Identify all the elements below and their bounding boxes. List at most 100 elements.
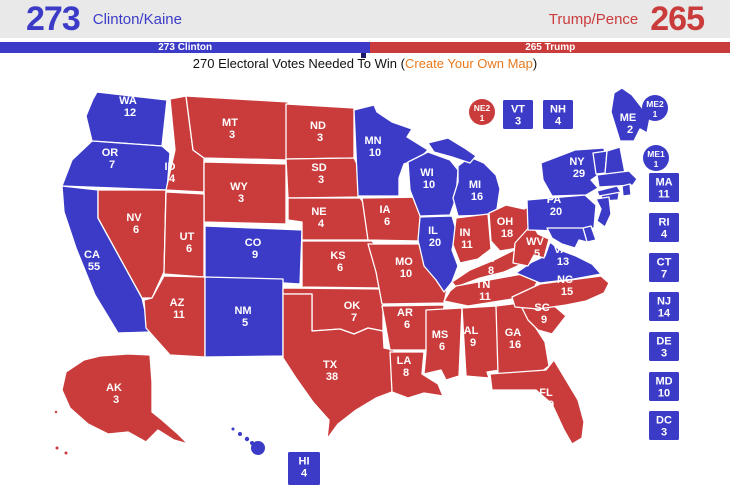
clinton-bar-label: 273 Clinton bbox=[158, 42, 213, 53]
state-box-HI[interactable] bbox=[288, 452, 320, 485]
state-shape-ME[interactable] bbox=[610, 87, 651, 142]
AR-label: AR bbox=[397, 307, 413, 319]
NE-ev-label: 4 bbox=[318, 218, 325, 230]
DC-label: DC bbox=[656, 415, 672, 427]
OH-label: OH bbox=[497, 216, 514, 228]
NM-label: NM bbox=[234, 305, 251, 317]
AL-ev-label: 9 bbox=[470, 337, 476, 349]
state-shape-LA[interactable] bbox=[389, 351, 444, 399]
state-box-DC[interactable] bbox=[649, 411, 679, 440]
hi-island-dot bbox=[231, 427, 235, 431]
ID-ev-label: 4 bbox=[169, 173, 176, 185]
IN-label: IN bbox=[460, 227, 471, 239]
WY-label: WY bbox=[230, 181, 248, 193]
state-shape-AK[interactable] bbox=[61, 353, 189, 445]
CT-label: CT bbox=[657, 257, 672, 269]
state-shape-CO[interactable] bbox=[204, 225, 303, 285]
state-shape-MT[interactable] bbox=[185, 95, 289, 161]
state-shape-IN[interactable] bbox=[452, 213, 492, 264]
state-box-NJ[interactable] bbox=[649, 292, 679, 321]
HI-label: HI bbox=[299, 456, 310, 468]
AK-ev-label: 3 bbox=[113, 394, 119, 406]
district-circle-ME2[interactable] bbox=[642, 95, 668, 121]
state-box-DE[interactable] bbox=[649, 332, 679, 361]
state-shape-LI-shape[interactable] bbox=[596, 185, 622, 197]
state-shape-WY[interactable] bbox=[203, 161, 287, 225]
SC-ev-label: 9 bbox=[541, 314, 547, 326]
state-shape-MD-shape[interactable] bbox=[546, 227, 588, 249]
VT-ev-label: 3 bbox=[515, 116, 521, 128]
state-shape-MN[interactable] bbox=[353, 104, 429, 197]
state-shape-VA[interactable] bbox=[515, 241, 602, 284]
CT-ev-label: 7 bbox=[661, 269, 667, 281]
KS-ev-label: 6 bbox=[337, 262, 343, 274]
MI-ev-label: 16 bbox=[471, 191, 483, 203]
clinton-bar-segment: 273 Clinton bbox=[0, 42, 371, 53]
UT-label: UT bbox=[180, 231, 195, 243]
NE-label: NE bbox=[311, 206, 326, 218]
ME-ev-label: 2 bbox=[627, 124, 633, 136]
MD-label: MD bbox=[655, 376, 672, 388]
state-box-CT[interactable] bbox=[649, 253, 679, 282]
state-box-MD[interactable] bbox=[649, 372, 679, 401]
ak-island-dot bbox=[54, 410, 58, 414]
DC-ev-label: 3 bbox=[661, 427, 667, 439]
state-shape-NE[interactable] bbox=[287, 197, 373, 241]
trump-score: Trump/Pence 265 bbox=[549, 0, 730, 38]
hi-island-dot bbox=[244, 436, 250, 442]
SC-label: SC bbox=[534, 302, 549, 314]
IL-label: IL bbox=[428, 225, 438, 237]
state-shape-NY[interactable] bbox=[540, 147, 607, 197]
district-circle-ME1[interactable] bbox=[643, 145, 669, 171]
state-box-RI[interactable] bbox=[649, 213, 679, 242]
create-your-own-map-link[interactable]: Create Your Own Map bbox=[404, 56, 533, 71]
TN-label: TN bbox=[476, 279, 491, 291]
CO-label: CO bbox=[245, 237, 262, 249]
RI-ev-label: 4 bbox=[661, 229, 668, 241]
NC-ev-label: 15 bbox=[561, 286, 573, 298]
MI-label: MI bbox=[469, 179, 481, 191]
KY-ev-label: 8 bbox=[488, 265, 494, 277]
TX-label: TX bbox=[323, 359, 338, 371]
NE2-label: NE2 bbox=[474, 103, 491, 113]
trump-bar-label: 265 Trump bbox=[525, 42, 576, 53]
DE-ev-label: 3 bbox=[661, 348, 667, 360]
state-shape-RI-shape[interactable] bbox=[621, 183, 632, 197]
state-shape-NH-shape[interactable] bbox=[604, 146, 626, 175]
270-threshold-marker bbox=[361, 53, 367, 58]
state-box-MA[interactable] bbox=[649, 173, 679, 202]
LA-label: LA bbox=[397, 355, 412, 367]
MA-label: MA bbox=[655, 177, 672, 189]
district-circle-NE2[interactable] bbox=[469, 99, 495, 125]
OR-ev-label: 7 bbox=[109, 159, 115, 171]
state-shape-MS[interactable] bbox=[423, 307, 463, 381]
state-shape-MA-shape[interactable] bbox=[596, 170, 638, 188]
NV-ev-label: 6 bbox=[133, 224, 139, 236]
TN-ev-label: 11 bbox=[479, 291, 491, 303]
MA-ev-label: 11 bbox=[658, 189, 670, 201]
state-shape-AL[interactable] bbox=[461, 305, 501, 379]
clinton-score: 273 Clinton/Kaine bbox=[0, 0, 182, 38]
WV-ev-label: 5 bbox=[534, 248, 540, 260]
IN-ev-label: 11 bbox=[461, 239, 473, 251]
ak-island-dot bbox=[55, 446, 59, 450]
WI-ev-label: 10 bbox=[423, 179, 435, 191]
PA-label: PA bbox=[547, 194, 562, 206]
RI-label: RI bbox=[659, 217, 670, 229]
UT-ev-label: 6 bbox=[186, 243, 192, 255]
state-shape-MI-UP-shape[interactable] bbox=[427, 137, 477, 164]
state-box-NH[interactable] bbox=[543, 100, 573, 129]
subtitle-prefix: 270 Electoral Votes Needed To Win ( bbox=[192, 56, 405, 71]
state-shape-NJ-shape[interactable] bbox=[595, 196, 612, 228]
VT-label: VT bbox=[511, 104, 525, 116]
WY-ev-label: 3 bbox=[238, 193, 244, 205]
CO-ev-label: 9 bbox=[252, 249, 258, 261]
MS-ev-label: 6 bbox=[439, 341, 445, 353]
state-shape-WV[interactable] bbox=[512, 223, 550, 267]
state-shape-FL[interactable] bbox=[489, 359, 585, 445]
state-box-VT[interactable] bbox=[503, 100, 533, 129]
clinton-ticket-label: Clinton/Kaine bbox=[92, 10, 182, 28]
MO-ev-label: 10 bbox=[400, 268, 412, 280]
MT-label: MT bbox=[222, 117, 238, 129]
